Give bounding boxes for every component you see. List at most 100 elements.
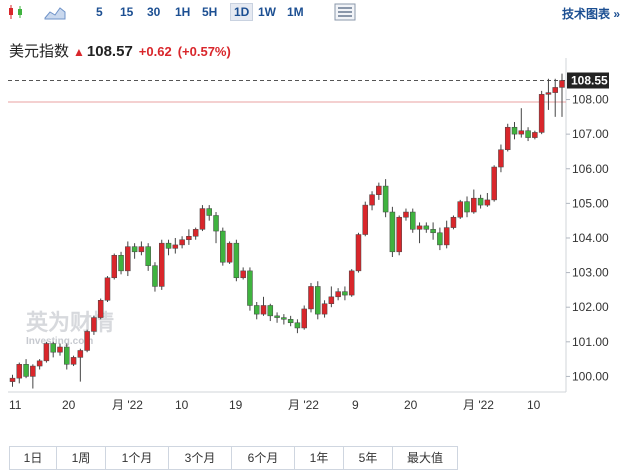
price-change-percent: (+0.57%) bbox=[177, 44, 231, 59]
candle-body bbox=[443, 227, 450, 246]
candle-body bbox=[376, 185, 382, 195]
x-tick-label: 月 '22 bbox=[463, 398, 494, 412]
candle-body bbox=[315, 286, 321, 315]
candle-body bbox=[213, 215, 219, 232]
candle-body bbox=[125, 246, 131, 272]
range-button[interactable]: 最大值 bbox=[392, 446, 458, 470]
candle-body bbox=[192, 229, 199, 237]
candle-body bbox=[464, 201, 470, 213]
candle-body bbox=[247, 270, 253, 306]
candle-body bbox=[477, 197, 484, 206]
candle-body bbox=[538, 94, 545, 133]
candle-body bbox=[23, 364, 29, 377]
candle-body bbox=[491, 166, 497, 201]
candle-body bbox=[77, 350, 84, 358]
price-change: +0.62 bbox=[138, 44, 172, 59]
candle-body bbox=[36, 360, 43, 367]
last-price: 108.57 bbox=[86, 43, 133, 60]
candle-body bbox=[498, 149, 504, 168]
candle-body bbox=[410, 211, 416, 230]
range-button[interactable]: 3个月 bbox=[168, 446, 232, 470]
candle-body bbox=[471, 197, 477, 213]
timeframe-1d[interactable]: 1D bbox=[230, 3, 254, 21]
area-chart-icon[interactable] bbox=[44, 4, 66, 20]
candle-body bbox=[172, 244, 179, 249]
candle-body bbox=[64, 346, 70, 365]
range-button[interactable]: 1个月 bbox=[105, 446, 169, 470]
candle-body bbox=[226, 242, 233, 263]
candle-body bbox=[321, 303, 328, 315]
candle-body bbox=[97, 300, 104, 318]
candle-body bbox=[437, 232, 443, 246]
timeframe-30[interactable]: 30 bbox=[147, 5, 161, 19]
y-tick-label: 107.00 bbox=[572, 127, 609, 141]
candle-body bbox=[518, 130, 525, 135]
x-tick-label: 20 bbox=[404, 398, 418, 412]
candle-body bbox=[504, 126, 511, 150]
range-button[interactable]: 1周 bbox=[56, 446, 106, 470]
timeframe-1w[interactable]: 1W bbox=[258, 5, 276, 19]
x-tick-label: 20 bbox=[62, 398, 76, 412]
range-button[interactable]: 6个月 bbox=[231, 446, 295, 470]
candle-body bbox=[511, 126, 518, 135]
range-button[interactable]: 1日 bbox=[9, 446, 57, 470]
timeframe-5h[interactable]: 5H bbox=[202, 5, 218, 19]
timeframe-5[interactable]: 5 bbox=[96, 5, 103, 19]
candle-body bbox=[430, 229, 436, 234]
candle-body bbox=[362, 204, 369, 235]
panel-icon[interactable] bbox=[334, 3, 356, 21]
quote-header: 美元指数 ▲ 108.57 +0.62 (+0.57%) bbox=[9, 40, 231, 61]
timeframe-1h[interactable]: 1H bbox=[175, 5, 191, 19]
y-tick-label: 103.00 bbox=[572, 266, 609, 280]
candle-body bbox=[532, 132, 538, 138]
candle-body bbox=[118, 255, 124, 272]
candle-body bbox=[274, 315, 280, 318]
x-tick-label: 月 '22 bbox=[288, 398, 319, 412]
y-tick-label: 100.00 bbox=[572, 369, 609, 383]
candlestick-chart[interactable]: 英为财情Investing.com100.00101.00102.00103.0… bbox=[0, 0, 632, 440]
x-tick-label: 10 bbox=[527, 398, 541, 412]
candle-body bbox=[301, 308, 307, 329]
candle-body bbox=[43, 343, 50, 362]
candle-body bbox=[50, 343, 56, 353]
candle-body bbox=[294, 322, 301, 329]
candle-body bbox=[70, 357, 77, 365]
x-tick-label: 19 bbox=[229, 398, 243, 412]
current-price-label: 108.55 bbox=[571, 73, 608, 87]
technical-chart-link[interactable]: 技术图表 » bbox=[561, 7, 620, 21]
x-tick-label: 月 '22 bbox=[112, 398, 143, 412]
timeframe-15[interactable]: 15 bbox=[120, 5, 134, 19]
watermark-subtext: Investing.com bbox=[26, 336, 93, 347]
x-tick-label: 10 bbox=[175, 398, 189, 412]
candle-body bbox=[335, 291, 341, 298]
candle-body bbox=[186, 235, 192, 240]
candle-body bbox=[545, 92, 552, 95]
candle-body bbox=[457, 201, 463, 218]
range-button[interactable]: 1年 bbox=[294, 446, 344, 470]
candle-body bbox=[206, 208, 212, 216]
candle-body bbox=[342, 291, 348, 296]
candle-body bbox=[382, 185, 389, 213]
candle-body bbox=[267, 305, 274, 317]
candle-body bbox=[403, 211, 409, 218]
candle-body bbox=[253, 305, 260, 315]
timeframe-1m[interactable]: 1M bbox=[287, 5, 304, 19]
candle-body bbox=[287, 319, 294, 324]
y-tick-label: 101.00 bbox=[572, 335, 609, 349]
y-tick-label: 105.00 bbox=[572, 196, 609, 210]
candle-body bbox=[104, 277, 111, 301]
candle-body bbox=[260, 305, 267, 315]
x-tick-label: 11 bbox=[9, 398, 22, 412]
candle-body bbox=[138, 246, 145, 253]
y-tick-label: 108.00 bbox=[572, 93, 609, 107]
candle-body bbox=[355, 234, 362, 272]
candle-body bbox=[396, 216, 402, 253]
candle-body bbox=[131, 246, 138, 253]
candle-body bbox=[220, 230, 226, 263]
candlestick-icon[interactable] bbox=[6, 4, 26, 20]
up-arrow-icon: ▲ bbox=[73, 45, 85, 59]
y-tick-label: 104.00 bbox=[572, 231, 609, 245]
candle-body bbox=[57, 346, 63, 353]
candle-body bbox=[281, 317, 287, 320]
range-button[interactable]: 5年 bbox=[343, 446, 393, 470]
